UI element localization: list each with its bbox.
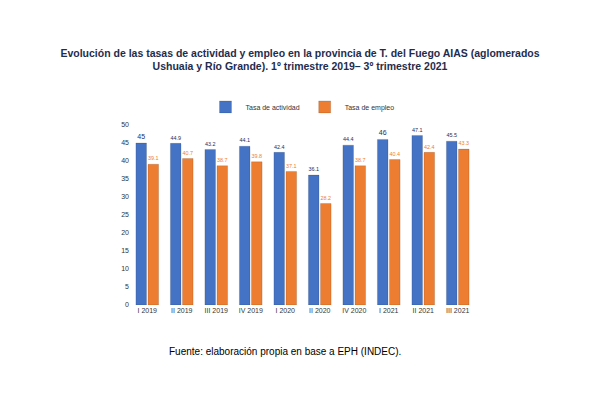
svg-text:I 2021: I 2021 <box>379 307 399 314</box>
svg-text:Evolución de las tasas de acti: Evolución de las tasas de actividad y em… <box>60 47 539 73</box>
svg-text:Tasa de actividad: Tasa de actividad <box>246 104 300 111</box>
svg-text:44.1: 44.1 <box>239 137 250 143</box>
svg-text:40: 40 <box>121 157 129 164</box>
svg-text:20: 20 <box>121 229 129 236</box>
svg-text:42.4: 42.4 <box>424 144 435 150</box>
svg-text:10: 10 <box>121 265 129 272</box>
svg-text:46: 46 <box>379 129 387 136</box>
svg-text:40.7: 40.7 <box>182 150 193 156</box>
svg-text:Tasa de empleo: Tasa de empleo <box>345 104 395 112</box>
svg-text:IV 2019: IV 2019 <box>239 307 263 314</box>
svg-text:30: 30 <box>121 193 129 200</box>
svg-text:44.4: 44.4 <box>343 136 354 142</box>
svg-text:44.9: 44.9 <box>170 135 181 141</box>
svg-text:0: 0 <box>125 301 129 308</box>
svg-text:25: 25 <box>121 211 129 218</box>
svg-text:II 2021: II 2021 <box>413 307 435 314</box>
svg-text:5: 5 <box>125 283 129 290</box>
svg-text:15: 15 <box>121 247 129 254</box>
svg-text:Fuente: elaboración propia en: Fuente: elaboración propia en base a EPH… <box>169 346 401 357</box>
svg-text:37.1: 37.1 <box>286 163 297 169</box>
svg-text:36.1: 36.1 <box>308 166 319 172</box>
svg-text:I 2019: I 2019 <box>138 307 158 314</box>
svg-text:42.4: 42.4 <box>274 144 285 150</box>
svg-text:45.5: 45.5 <box>446 132 457 138</box>
svg-text:I 2020: I 2020 <box>276 307 296 314</box>
svg-text:35: 35 <box>121 175 129 182</box>
svg-text:39.1: 39.1 <box>148 155 159 161</box>
svg-text:II 2019: II 2019 <box>171 307 193 314</box>
svg-text:43.3: 43.3 <box>458 140 469 146</box>
svg-text:38.7: 38.7 <box>355 157 366 163</box>
svg-text:45: 45 <box>121 139 129 146</box>
svg-text:50: 50 <box>121 121 129 128</box>
svg-text:43.2: 43.2 <box>205 141 216 147</box>
svg-text:III 2021: III 2021 <box>446 307 469 314</box>
svg-text:III 2019: III 2019 <box>205 307 228 314</box>
svg-text:40.4: 40.4 <box>389 151 400 157</box>
svg-text:38.7: 38.7 <box>217 157 228 163</box>
svg-text:39.8: 39.8 <box>251 153 262 159</box>
svg-text:45: 45 <box>137 133 145 140</box>
svg-text:II 2020: II 2020 <box>309 307 331 314</box>
svg-text:47.1: 47.1 <box>412 127 423 133</box>
svg-text:28.2: 28.2 <box>320 195 331 201</box>
svg-text:IV 2020: IV 2020 <box>342 307 366 314</box>
